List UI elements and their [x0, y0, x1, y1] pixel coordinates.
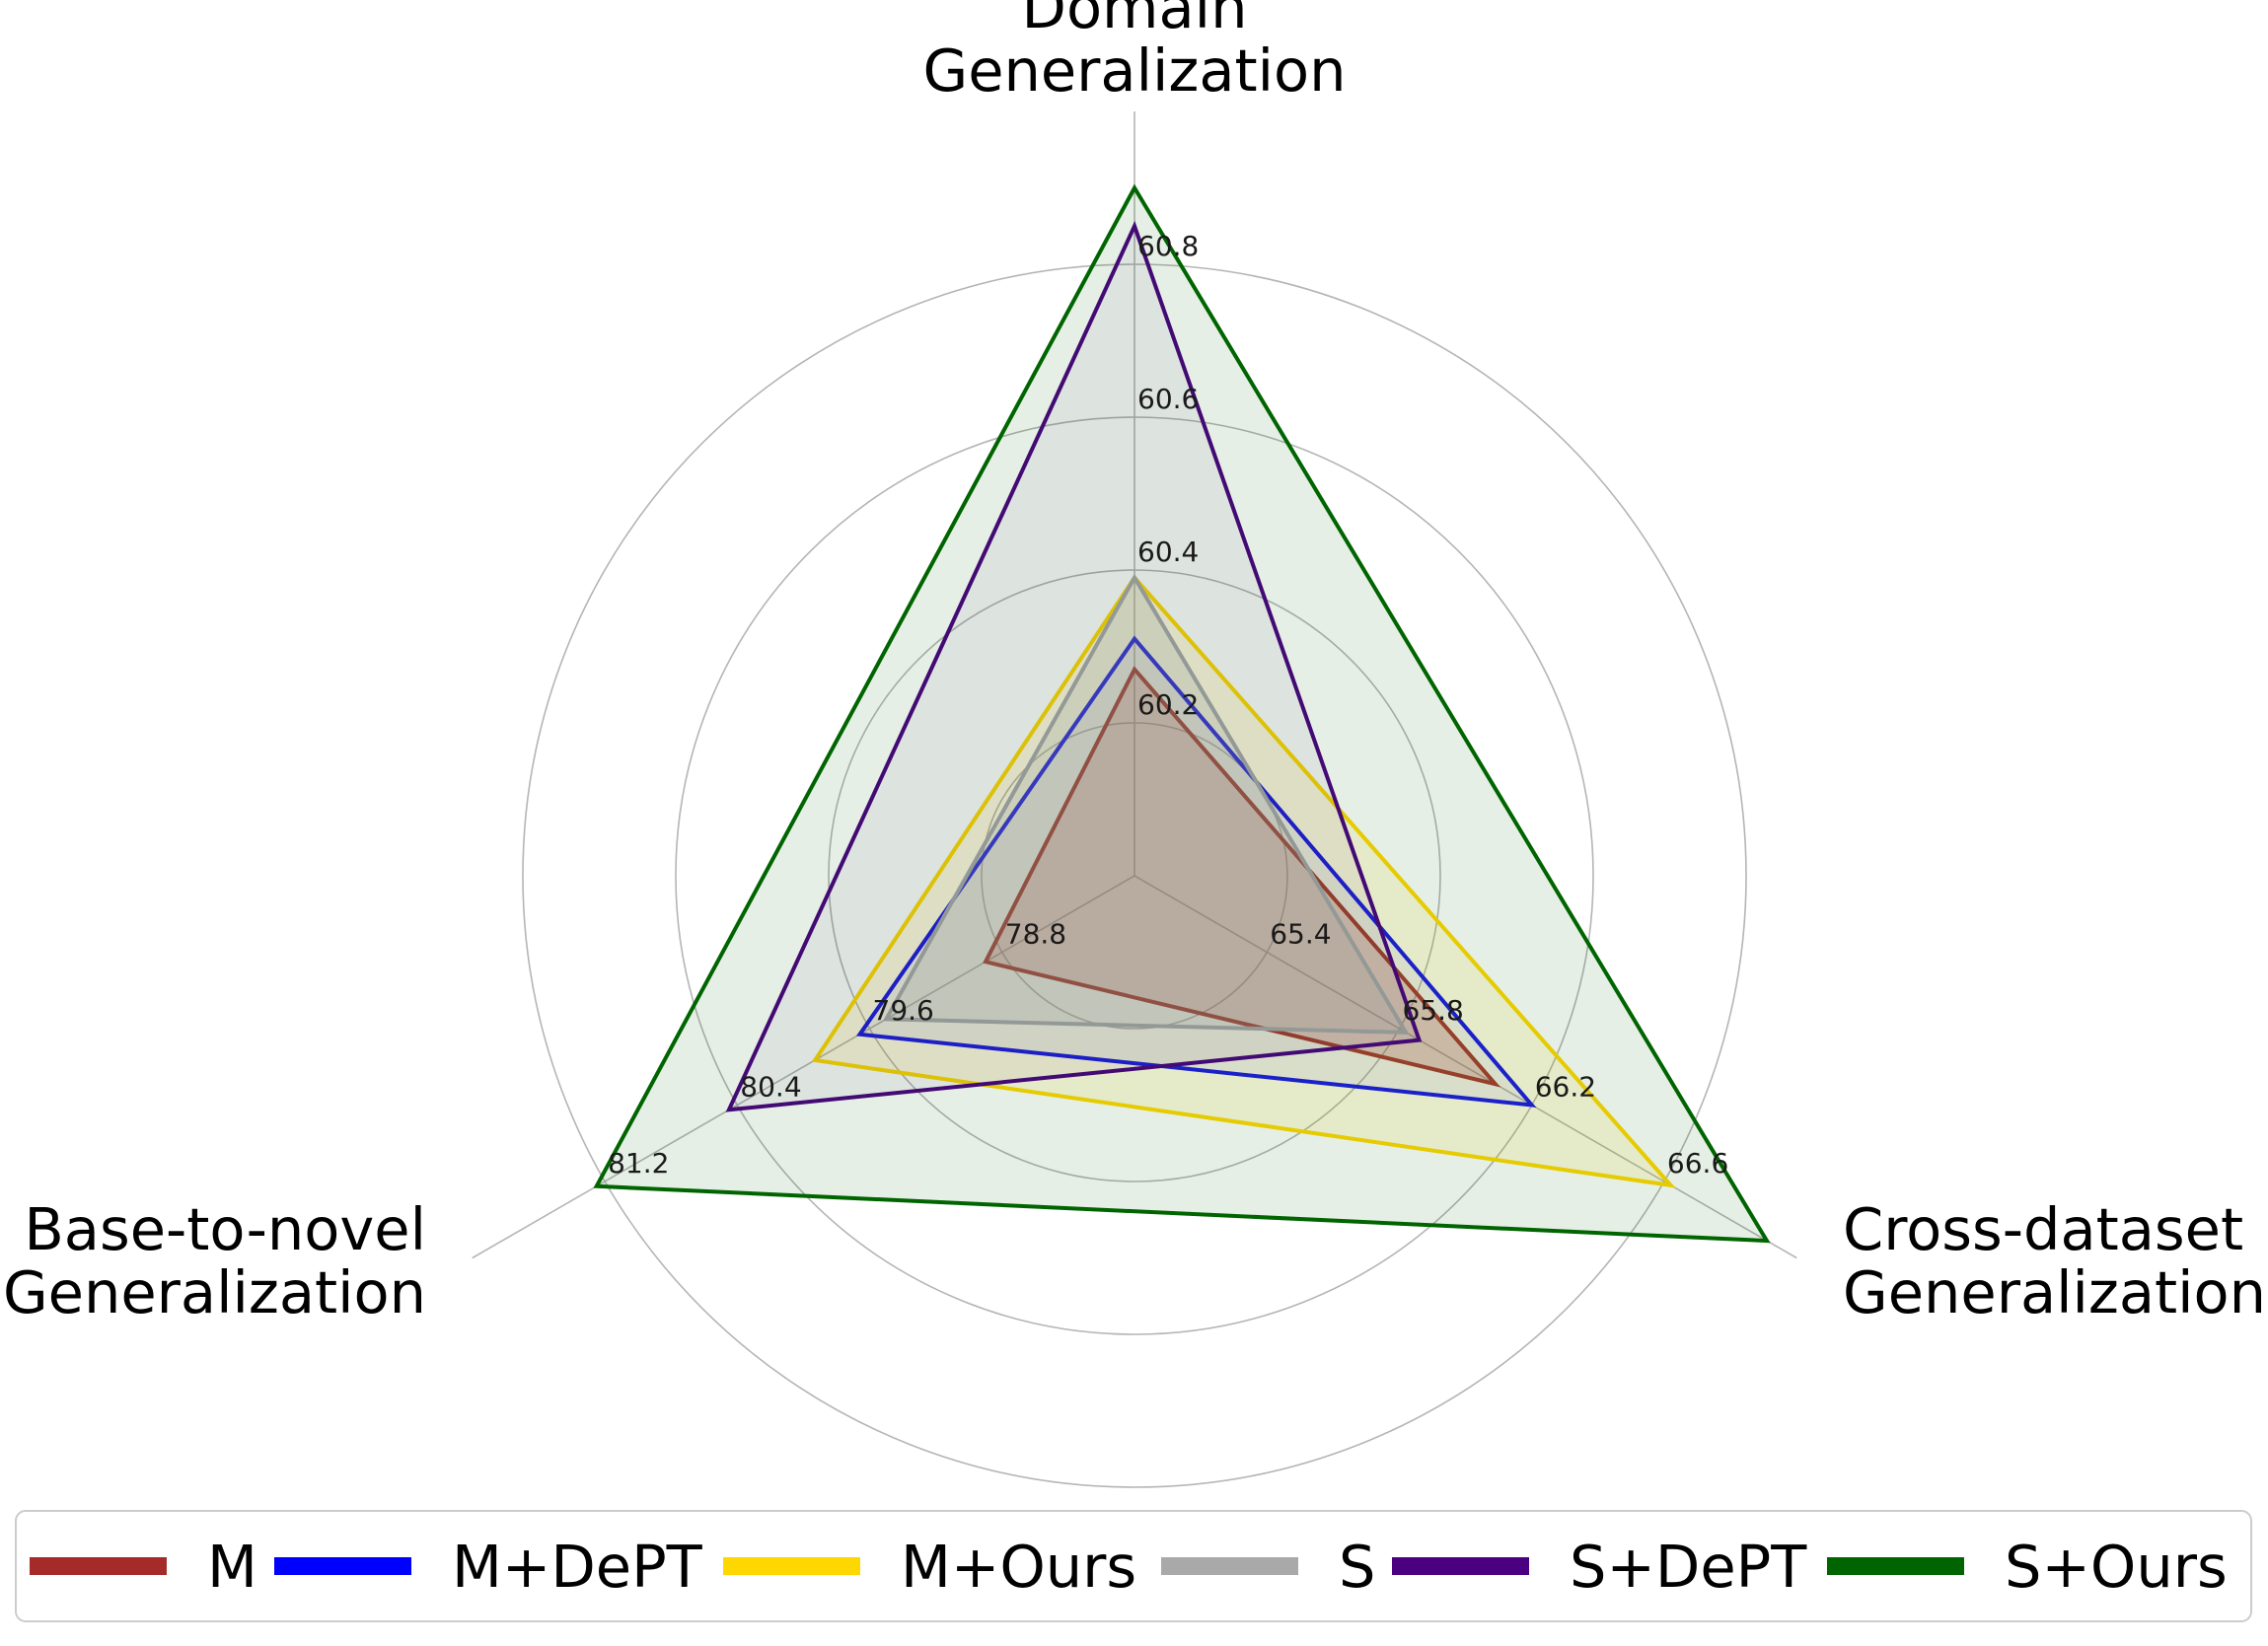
tick-label: 81.2: [608, 1147, 669, 1180]
series-polygon-s: [882, 573, 1410, 1035]
legend-swatch: [723, 1557, 860, 1575]
tick-label: 65.8: [1402, 994, 1463, 1027]
tick-label: 79.6: [873, 994, 934, 1027]
legend-label: S+DePT: [1570, 1533, 1807, 1601]
legend-swatch: [1161, 1557, 1298, 1575]
legend-label: M: [207, 1533, 257, 1601]
grid: [472, 111, 1797, 1488]
axis-title-line: Generalization: [922, 36, 1346, 105]
legend-label: M+DePT: [452, 1533, 703, 1601]
legend-swatch: [1392, 1557, 1529, 1575]
legend-frame: [15, 1510, 2252, 1622]
axis-title-line: Cross-dataset: [1843, 1195, 2243, 1263]
tick-label: 66.2: [1535, 1071, 1596, 1104]
tick-label: 60.2: [1137, 688, 1199, 721]
series-polygon-m-plus-dept: [855, 635, 1537, 1109]
tick-label: 60.6: [1137, 383, 1199, 415]
axis-title-line: Generalization: [3, 1258, 426, 1326]
tick-label: 80.4: [740, 1071, 801, 1104]
axis-title-line: Domain: [1022, 0, 1248, 41]
legend-label: M+Ours: [901, 1533, 1136, 1601]
legend-swatch: [30, 1557, 167, 1575]
axis-title-line: Base-to-novel: [24, 1195, 426, 1263]
axis-spoke: [1134, 875, 1797, 1259]
tick-label: 60.8: [1137, 230, 1199, 262]
axis-title: Cross-dataset Generalization: [1843, 1195, 2266, 1326]
tick-labels: 60.2 60.4 60.6 60.8 65.4 65.8 66.2 66.6 78.8 79.6…: [608, 230, 1728, 1180]
legend-label: S+Ours: [2005, 1533, 2228, 1601]
tick-label: 65.4: [1270, 918, 1331, 951]
tick-label: 78.8: [1005, 918, 1066, 951]
series-polygon-m-plus-ours: [811, 574, 1676, 1188]
series-polygon-s-plus-ours: [593, 183, 1771, 1244]
tick-label: 66.6: [1667, 1147, 1728, 1180]
axis-spoke: [472, 875, 1135, 1259]
legend-swatch: [274, 1557, 411, 1575]
series-polygons: [593, 183, 1771, 1244]
axis-title-line: Generalization: [1843, 1258, 2266, 1326]
series-polygon-s-plus-dept: [725, 220, 1423, 1112]
legend-swatch: [1827, 1557, 1964, 1575]
legend-label: S: [1339, 1533, 1375, 1601]
axis-title: Domain Generalization: [922, 0, 1346, 105]
legend: M M+DePT M+Ours S S+DePT S+Ours: [15, 1510, 2252, 1622]
axis-title: Base-to-novel Generalization: [3, 1195, 426, 1326]
tick-label: 60.4: [1137, 536, 1199, 568]
